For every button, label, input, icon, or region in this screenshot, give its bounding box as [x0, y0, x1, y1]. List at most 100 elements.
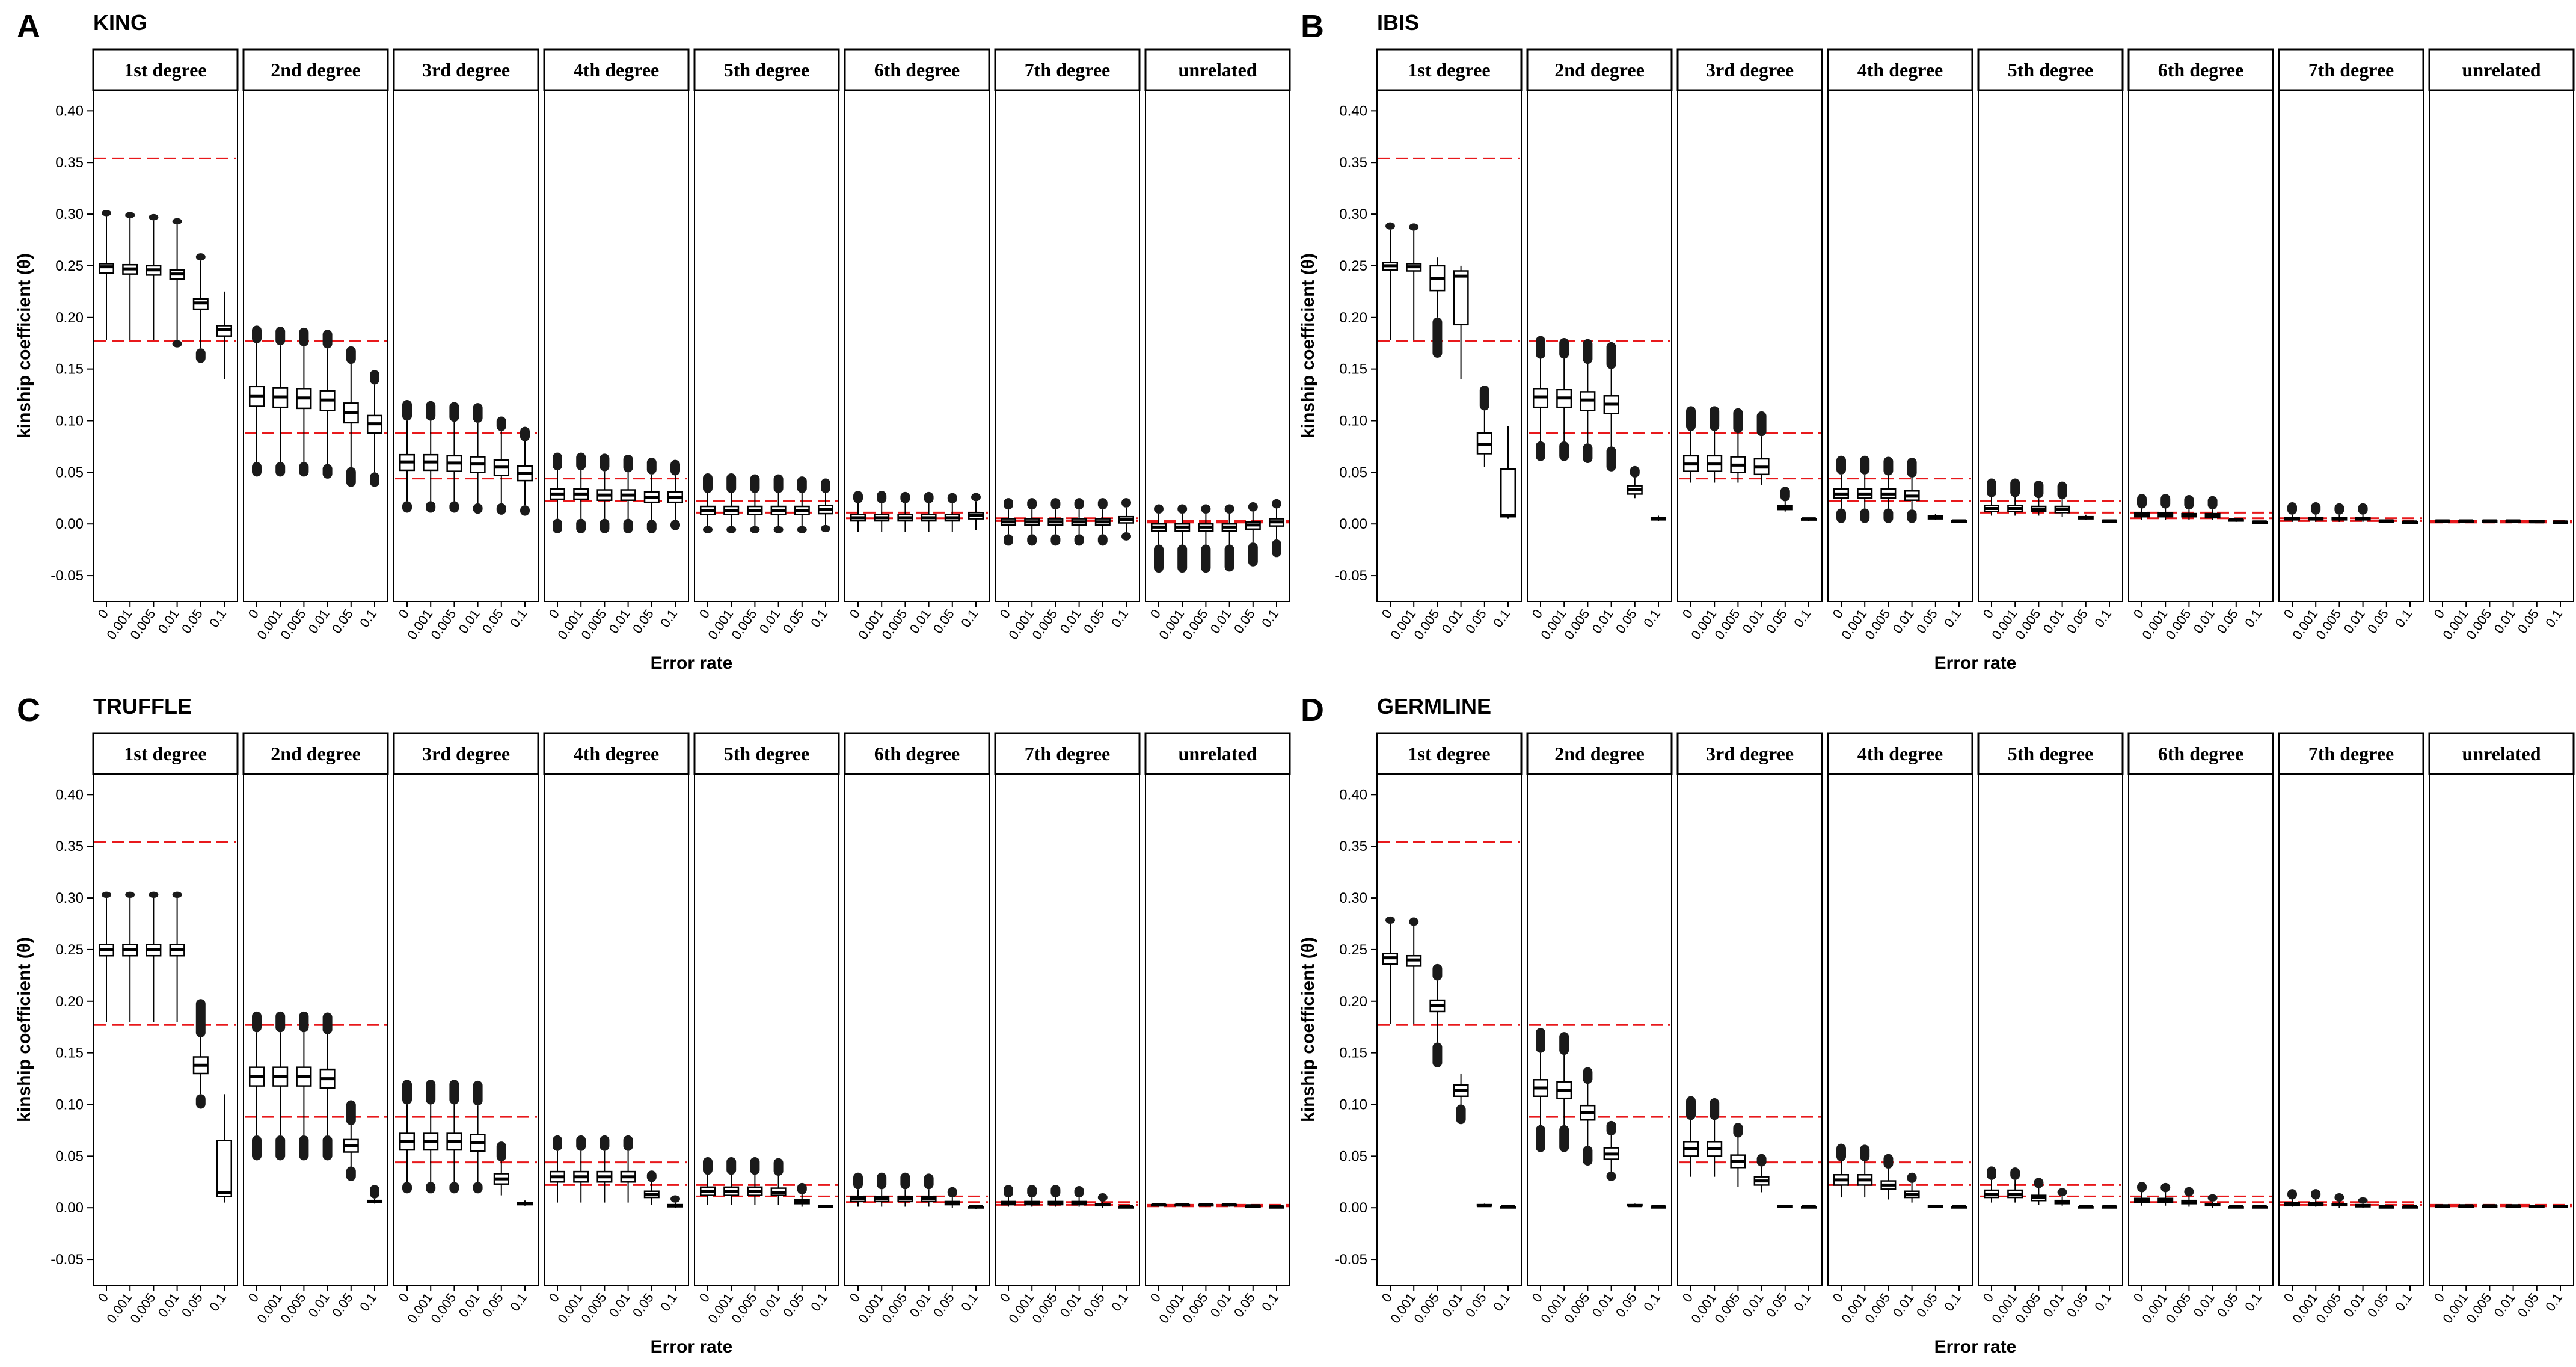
box-0.05 [343, 346, 359, 487]
y-tick-label: 0.35 [1339, 155, 1367, 171]
box-0.1 [1500, 1205, 1516, 1209]
box-0 [2133, 494, 2150, 520]
outliers-upper [797, 476, 807, 493]
box-0.05 [1777, 1205, 1793, 1208]
x-tick-label: 0.01 [1890, 1291, 1917, 1320]
y-tick-label: 0.30 [55, 206, 84, 223]
outliers-upper [1710, 406, 1720, 431]
x-tick-label: 0.005 [1411, 1291, 1442, 1326]
facet-plot-area [1827, 90, 1973, 602]
x-tick-label: 0.1 [808, 1291, 830, 1314]
outliers-upper [275, 1011, 286, 1033]
box-0.001 [2007, 1167, 2023, 1203]
x-tick-label: 0 [2431, 607, 2448, 621]
outliers-upper [1733, 408, 1743, 434]
box-0.1 [2402, 1205, 2418, 1209]
box-0 [1532, 336, 1549, 461]
x-tick-label: 0 [1147, 607, 1164, 621]
outliers-lower [1907, 509, 1917, 523]
facet-strip [2278, 732, 2424, 775]
x-tick-label: 0.005 [2463, 607, 2494, 642]
box-0 [2434, 519, 2451, 523]
x-tick-label: 0.05 [930, 607, 957, 636]
box-0.01 [1453, 265, 1469, 379]
y-tick-label: 0.20 [1339, 994, 1367, 1010]
box-0.005 [2181, 495, 2197, 520]
box-0 [1682, 1096, 1699, 1177]
x-tick-label: 0.01 [2341, 1291, 2368, 1320]
x-tick-label: 0.005 [2313, 1291, 2344, 1326]
x-tick-label: 0.005 [2012, 1291, 2043, 1326]
x-tick-label: 0 [696, 1291, 713, 1305]
box-0.01 [2054, 481, 2070, 517]
box-0 [549, 1135, 566, 1203]
y-tick-label: 0.15 [55, 1045, 84, 1061]
outliers-lower [172, 340, 182, 348]
x-tick-label: 0.01 [2040, 1291, 2067, 1320]
panel-c: C TRUFFLE kinship coefficient (θ) -0.05 0.00… [14, 692, 1291, 1357]
outliers-upper [322, 330, 333, 349]
box-0.005 [596, 1135, 613, 1203]
facet-plot-area [2429, 773, 2574, 1286]
x-tick-label: 0.01 [2491, 1291, 2518, 1320]
outliers-upper [1756, 1154, 1767, 1167]
x-tick-label: 0.1 [206, 607, 229, 630]
x-tick-label: 0.005 [1862, 1291, 1893, 1326]
outliers-upper [496, 1141, 506, 1161]
box-0.05 [2528, 1205, 2545, 1208]
x-tick-label: 0.01 [1057, 607, 1084, 636]
panel-d: D GERMLINE kinship coefficient (θ) -0.05 0.0… [1298, 692, 2575, 1357]
x-tick-label: 0.005 [1862, 607, 1893, 642]
x-tick-label: 0.005 [277, 607, 308, 642]
x-tick-label: 0.1 [2242, 1291, 2265, 1314]
outliers-lower [1432, 1042, 1443, 1067]
outliers-upper [1756, 411, 1767, 437]
box-0 [2434, 1204, 2451, 1208]
outliers-lower [496, 503, 506, 515]
box-0.01 [2204, 496, 2221, 520]
x-tick-label: 0.001 [254, 1291, 285, 1326]
box-0 [850, 491, 866, 532]
y-tick-label: 0.15 [1339, 361, 1367, 378]
outliers-lower [195, 348, 206, 363]
x-tick-label: 0.005 [728, 607, 759, 642]
outliers-upper [2184, 1187, 2194, 1197]
outliers-upper [877, 491, 887, 503]
facet-strip [844, 48, 990, 91]
outliers-lower [1559, 441, 1569, 461]
y-tick-label: 0.15 [55, 361, 84, 378]
x-tick-label: 0.1 [1941, 1291, 1964, 1314]
box-0.001 [1024, 1185, 1040, 1207]
outliers-upper [2057, 481, 2067, 499]
x-tick-label: 0.05 [2064, 607, 2091, 636]
box-0.005 [1047, 1185, 1064, 1207]
x-tick-label: 0.1 [1640, 607, 1663, 630]
outliers-lower [1121, 532, 1131, 541]
x-tick-label: 0.1 [1490, 1291, 1513, 1314]
facet-strip [1376, 48, 1523, 91]
box-0.05 [643, 458, 660, 533]
box-0.05 [192, 253, 209, 363]
box-0.005 [1047, 498, 1064, 546]
x-tick-label: 0.001 [103, 607, 135, 642]
x-tick-label: 0.001 [1387, 607, 1418, 642]
x-tick-label: 0.005 [2012, 607, 2043, 642]
facet-plot-area [243, 773, 388, 1286]
outliers-lower [252, 1135, 262, 1161]
outliers-upper [900, 491, 910, 503]
x-tick-label: 0.001 [2440, 1291, 2471, 1326]
box-0 [1150, 504, 1167, 573]
outliers-upper [2057, 1188, 2067, 1197]
y-tick-label: 0.25 [55, 942, 84, 958]
x-tick-label: 0.01 [456, 607, 483, 636]
box-0.005 [1198, 504, 1214, 573]
box-0.005 [897, 1172, 913, 1207]
box-0.1 [1800, 517, 1817, 521]
box-0.1 [517, 426, 533, 516]
